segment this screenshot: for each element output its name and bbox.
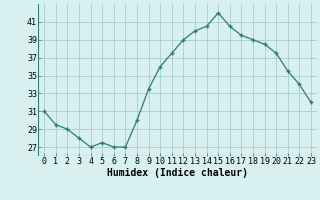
X-axis label: Humidex (Indice chaleur): Humidex (Indice chaleur) xyxy=(107,168,248,178)
